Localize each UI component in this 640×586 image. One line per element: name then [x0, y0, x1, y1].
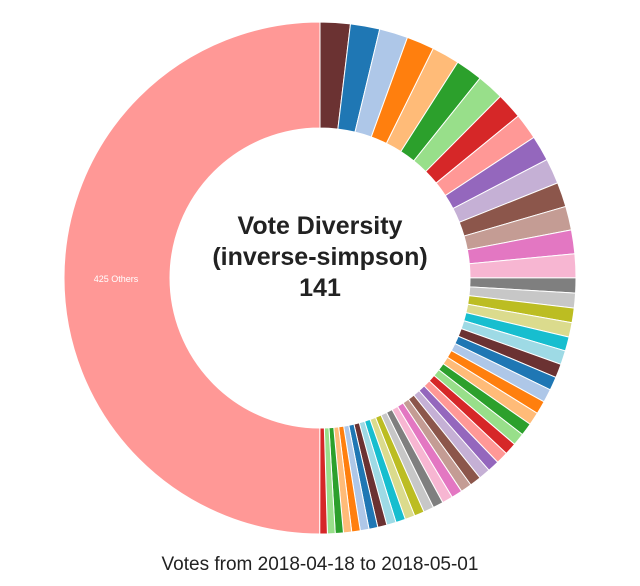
center-title-line-1: Vote Diversity	[238, 212, 403, 240]
slices	[63, 21, 577, 535]
slice-others[interactable]	[63, 21, 321, 535]
others-label: 425 Others	[94, 274, 139, 284]
date-range-caption: Votes from 2018-04-18 to 2018-05-01	[162, 554, 479, 575]
center-value: 141	[299, 274, 341, 302]
center-title-line-2: (inverse-simpson)	[212, 243, 427, 271]
